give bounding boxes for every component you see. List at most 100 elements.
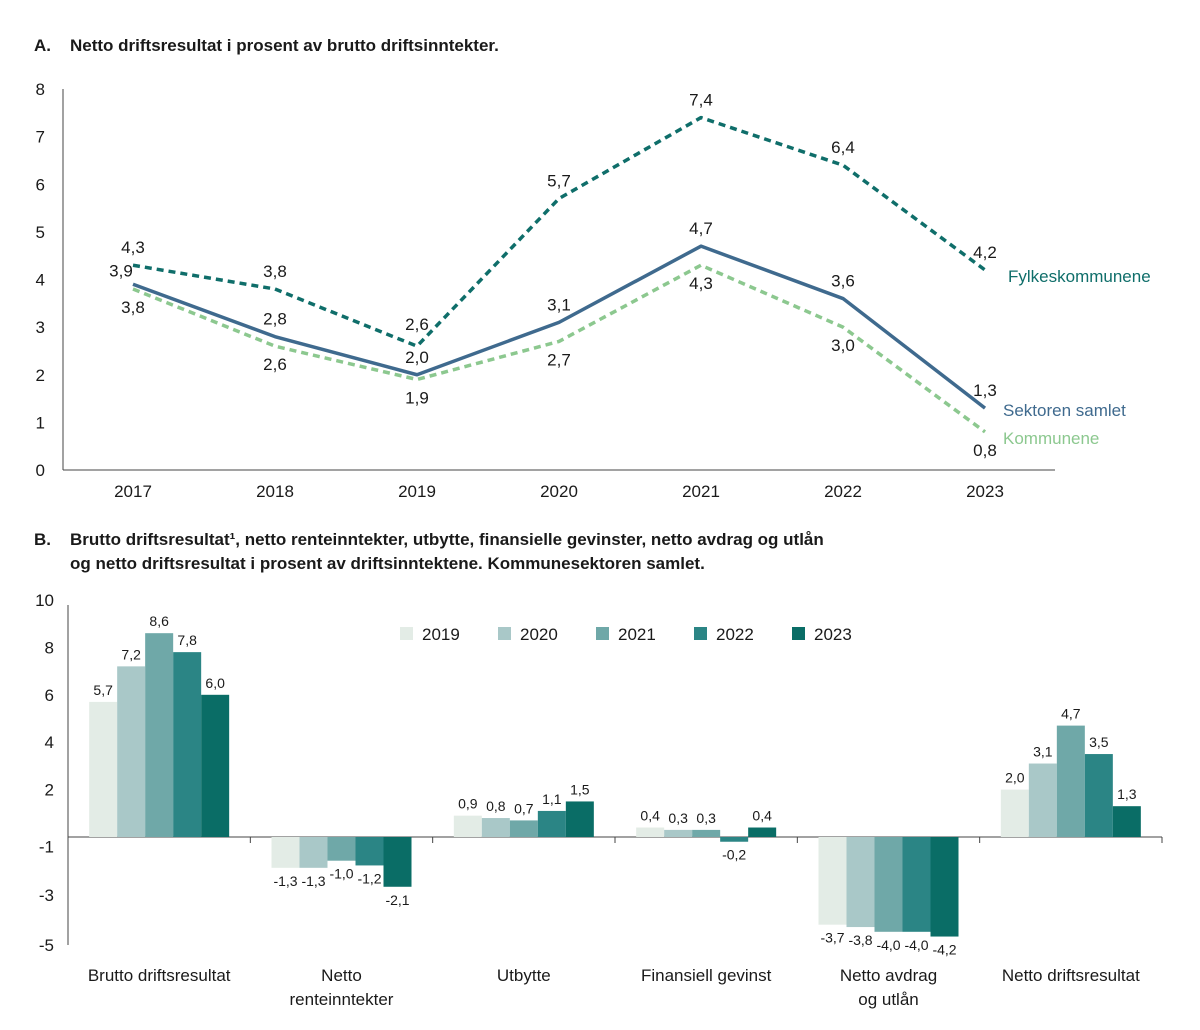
data-label: 0,8: [973, 441, 997, 460]
x-tick-label: 2020: [540, 482, 578, 501]
y-tick-label: 5: [36, 223, 45, 242]
category-label: Finansiell gevinst: [641, 966, 772, 985]
data-label: 6,4: [831, 138, 855, 157]
bar-2019: [636, 827, 665, 837]
y-tick-label: 0: [36, 461, 45, 480]
bar-value-label: 8,6: [149, 613, 169, 629]
data-label: 2,7: [547, 350, 571, 369]
bar-value-label: 7,8: [177, 632, 197, 648]
legend-label-2020: 2020: [520, 625, 558, 644]
data-label: 7,4: [689, 91, 713, 110]
series-line-kommunene: [132, 263, 987, 434]
data-label: 4,3: [689, 274, 713, 293]
series-label-kommunene: Kommunene: [1003, 429, 1099, 448]
panel-a-title-text: Netto driftsresultat i prosent av brutto…: [70, 36, 499, 55]
x-tick-label: 2018: [256, 482, 294, 501]
y-tick-label: 6: [45, 686, 54, 705]
series-label-fylkeskommunene: Fylkeskommunene: [1008, 267, 1151, 286]
bar-value-label: -1,3: [273, 873, 297, 889]
bar-2023: [565, 801, 594, 837]
bar-2022: [355, 837, 384, 866]
bar-value-label: 3,1: [1033, 744, 1053, 760]
bar-value-label: -2,1: [385, 892, 409, 908]
data-label: 5,7: [547, 172, 571, 191]
category-label: Utbytte: [497, 966, 551, 985]
bar-2021: [1056, 725, 1085, 837]
bar-2020: [481, 818, 510, 837]
series-label-sektoren-samlet: Sektoren samlet: [1003, 401, 1126, 420]
bar-2020: [664, 829, 693, 837]
data-label: 3,6: [831, 272, 855, 291]
legend-swatch-2020: [498, 627, 511, 640]
legend-swatch-2023: [792, 627, 805, 640]
legend-label-2022: 2022: [716, 625, 754, 644]
y-tick-label: 10: [35, 591, 54, 610]
bar-value-label: 5,7: [93, 682, 113, 698]
bar-value-label: 0,7: [514, 800, 534, 816]
panel-b-title: B. Brutto driftsresultat¹, netto renteinn…: [34, 528, 824, 576]
bar-value-label: -4,0: [904, 937, 928, 953]
bar-2023: [930, 837, 959, 937]
bar-2022: [902, 837, 931, 932]
y-tick-label: 4: [36, 271, 45, 290]
x-tick-label: 2023: [966, 482, 1004, 501]
data-label: 3,9: [109, 261, 133, 280]
bar-2019: [89, 701, 118, 837]
legend-swatch-2019: [400, 627, 413, 640]
y-tick-label: -3: [39, 886, 54, 905]
category-label: Brutto driftsresultat: [88, 966, 231, 985]
bar-value-label: 0,4: [752, 808, 772, 824]
legend-swatch-2022: [694, 627, 707, 640]
bar-2021: [145, 633, 174, 837]
panel-a-label: A.: [34, 36, 51, 55]
bar-value-label: -0,2: [722, 847, 746, 863]
bar-2023: [1112, 806, 1141, 837]
legend-label-2023: 2023: [814, 625, 852, 644]
series-line-sektoren-samlet: [132, 244, 987, 410]
y-tick-label: 1: [36, 413, 45, 432]
bar-2022: [173, 652, 202, 837]
panel-a-title: A. Netto driftsresultat i prosent av brut…: [34, 34, 499, 58]
y-tick-label: 7: [36, 128, 45, 147]
bar-2020: [299, 837, 328, 868]
category-label: Netto: [321, 966, 362, 985]
bar-2023: [383, 837, 412, 887]
bar-2020: [1028, 763, 1057, 837]
bar-value-label: 0,8: [486, 798, 506, 814]
bar-value-label: 0,3: [696, 810, 716, 826]
bar-2021: [509, 820, 538, 837]
y-tick-label: -5: [39, 936, 54, 955]
legend-label-2019: 2019: [422, 625, 460, 644]
bar-2021: [327, 837, 356, 861]
legend-label-2021: 2021: [618, 625, 656, 644]
category-label: Netto driftsresultat: [1002, 966, 1140, 985]
bar-value-label: 1,5: [570, 781, 590, 797]
bar-value-label: 3,5: [1089, 734, 1109, 750]
bar-2023: [201, 694, 230, 837]
bar-value-label: -1,0: [329, 866, 353, 882]
data-label: 3,1: [547, 295, 571, 314]
bar-value-label: 7,2: [121, 646, 141, 662]
data-label: 3,8: [121, 298, 145, 317]
data-label: 1,3: [973, 381, 997, 400]
x-tick-label: 2021: [682, 482, 720, 501]
line-chart: 0 1 2 3 4 5 6 7 8 2017 2018 2019 2020 2021 2022 2023 4,3…: [36, 80, 1151, 501]
legend-swatch-2021: [596, 627, 609, 640]
bar-2020: [846, 837, 875, 928]
category-label: renteinntekter: [290, 990, 394, 1009]
data-label: 2,0: [405, 348, 429, 367]
bar-2021: [874, 837, 903, 932]
bar-2019: [818, 837, 847, 925]
bar-value-label: 6,0: [205, 675, 225, 691]
bar-2021: [692, 829, 721, 837]
bar-value-label: -4,0: [876, 937, 900, 953]
data-label: 4,2: [973, 243, 997, 262]
bar-2020: [117, 666, 146, 837]
bar-value-label: 1,1: [542, 791, 562, 807]
y-tick-label: 8: [36, 80, 45, 99]
panel-b-label: B.: [34, 530, 51, 549]
bar-2022: [720, 837, 749, 842]
data-label: 2,8: [263, 310, 287, 329]
data-label: 3,0: [831, 336, 855, 355]
bar-value-label: -1,3: [301, 873, 325, 889]
